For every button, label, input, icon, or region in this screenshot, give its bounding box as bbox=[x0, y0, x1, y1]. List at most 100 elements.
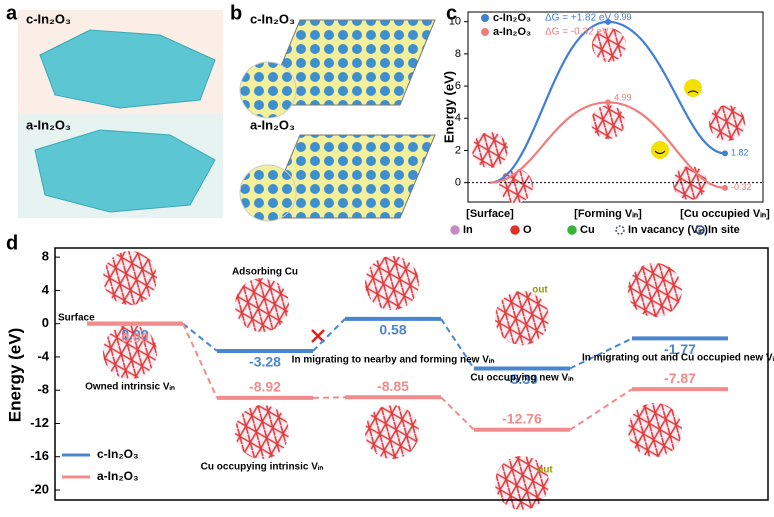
y-tick-label: -20 bbox=[30, 481, 49, 496]
molecule bbox=[235, 405, 289, 459]
happy-face bbox=[651, 141, 669, 159]
plot-frame bbox=[467, 11, 764, 203]
value-label: -8.92 bbox=[249, 379, 281, 395]
value-label: 0.00 bbox=[121, 329, 148, 345]
molecules bbox=[103, 28, 745, 510]
annotation: Cu occupying intrinsic Vᵢₙ bbox=[201, 462, 324, 473]
point bbox=[722, 184, 728, 191]
y-tick-label: 6 bbox=[455, 80, 461, 92]
annotation: out bbox=[537, 465, 553, 476]
value-label: -8.85 bbox=[377, 378, 409, 394]
crystal bbox=[34, 129, 216, 213]
legend-label: a-In₂O₃ bbox=[97, 469, 139, 483]
molecule bbox=[495, 456, 549, 510]
connector bbox=[182, 322, 218, 352]
marker-legend-label: In site bbox=[708, 224, 740, 236]
y-tick-label: 4 bbox=[42, 282, 50, 297]
molecule bbox=[365, 405, 419, 459]
x-tick-label: [Forming Vᵢₙ] bbox=[574, 208, 642, 220]
y-tick-label: -12 bbox=[30, 415, 49, 430]
value-label: -1.77 bbox=[664, 341, 696, 357]
caption: a-In₂O₃ bbox=[26, 117, 71, 132]
mouth bbox=[687, 90, 699, 94]
y-axis-label: Energy (eV) bbox=[5, 328, 24, 422]
panel-label: c bbox=[446, 2, 457, 24]
value-label: 9.99 bbox=[614, 12, 632, 22]
molecule bbox=[472, 132, 508, 168]
marker-legend-icon bbox=[450, 225, 460, 235]
panel-label: a bbox=[6, 2, 18, 24]
y-tick-label: 8 bbox=[42, 249, 49, 264]
legend-marker bbox=[481, 14, 489, 22]
legend-marker bbox=[481, 28, 489, 36]
annotation: In migrating out and Cu occupied new Vᵢₙ bbox=[582, 353, 774, 364]
value-label: -12.76 bbox=[502, 411, 542, 427]
blocked-mark bbox=[311, 329, 325, 343]
value-label: 0.58 bbox=[379, 322, 406, 338]
annotation: out bbox=[532, 285, 548, 296]
molecule bbox=[365, 256, 419, 310]
connector bbox=[182, 323, 218, 399]
molecule bbox=[709, 105, 745, 141]
caption: c-In₂O₃ bbox=[250, 11, 295, 26]
connector bbox=[312, 396, 346, 399]
y-tick-label: -16 bbox=[30, 448, 49, 463]
x-tick-label: [Surface] bbox=[466, 208, 514, 220]
point bbox=[605, 99, 611, 106]
y-tick-label: 2 bbox=[455, 144, 461, 156]
y-tick-label: 10 bbox=[449, 16, 461, 28]
molecule bbox=[103, 251, 157, 305]
panel-label: d bbox=[6, 232, 18, 254]
molecule bbox=[235, 278, 289, 332]
connector bbox=[312, 318, 346, 352]
zoom bbox=[239, 164, 297, 222]
marker-legend-label: In vacancy (Vᵢₙ) bbox=[628, 224, 708, 236]
value-label: -5.39 bbox=[506, 371, 538, 387]
crystal bbox=[39, 29, 216, 109]
marker-legend-label: O bbox=[523, 224, 532, 236]
molecule bbox=[495, 291, 549, 345]
y-tick-label: 8 bbox=[455, 48, 461, 60]
annotation: Cu occupying new Vᵢₙ bbox=[470, 373, 573, 384]
marker-legend-icon bbox=[510, 225, 520, 235]
annotation: Owned intrinsic Vᵢₙ bbox=[85, 382, 175, 393]
y-tick-label: 0 bbox=[455, 177, 461, 189]
molecule bbox=[592, 28, 626, 62]
value-label: -0.32 bbox=[731, 182, 752, 192]
annotation: Surface bbox=[58, 313, 95, 324]
mouth bbox=[654, 150, 666, 154]
marker-legend-label: In bbox=[463, 224, 473, 236]
panel-label: b bbox=[230, 2, 242, 24]
value-label: -3.28 bbox=[249, 354, 281, 370]
caption: c-In₂O₃ bbox=[26, 11, 71, 26]
marker-legend-label: Cu bbox=[580, 224, 595, 236]
legend-label: a-In₂O₃ bbox=[493, 26, 531, 38]
molecule bbox=[591, 105, 625, 139]
value-label: 0.00 bbox=[121, 326, 148, 342]
sad-face bbox=[684, 79, 702, 97]
value-label: 1.82 bbox=[731, 148, 749, 158]
y-tick-label: 4 bbox=[455, 112, 461, 124]
point bbox=[722, 150, 728, 157]
y-tick-label: -8 bbox=[37, 382, 49, 397]
legend-label: c-In₂O₃ bbox=[493, 12, 531, 24]
value-label: -7.87 bbox=[664, 370, 696, 386]
y-axis-label: Energy (eV) bbox=[441, 71, 456, 143]
legend-note: ΔG = -0.32 eV bbox=[545, 27, 609, 38]
connector bbox=[569, 337, 633, 370]
x-tick-label: [Cu occupied Vᵢₙ] bbox=[680, 208, 770, 220]
molecule bbox=[628, 263, 682, 317]
plot-frame bbox=[54, 247, 769, 501]
annotation: In migrating to nearby and forming new V… bbox=[292, 355, 495, 366]
connector bbox=[440, 396, 475, 431]
caption: a-In₂O₃ bbox=[250, 117, 295, 132]
connector bbox=[569, 388, 633, 431]
annotation: Adsorbing Cu bbox=[232, 267, 298, 278]
marker-legend-icon bbox=[615, 225, 625, 235]
y-tick-label: 0 bbox=[42, 315, 49, 330]
molecule bbox=[628, 403, 682, 457]
legend-note: ΔG = +1.82 eV bbox=[545, 13, 611, 24]
y-tick-label: -4 bbox=[37, 348, 49, 363]
marker-legend-icon bbox=[567, 225, 577, 235]
